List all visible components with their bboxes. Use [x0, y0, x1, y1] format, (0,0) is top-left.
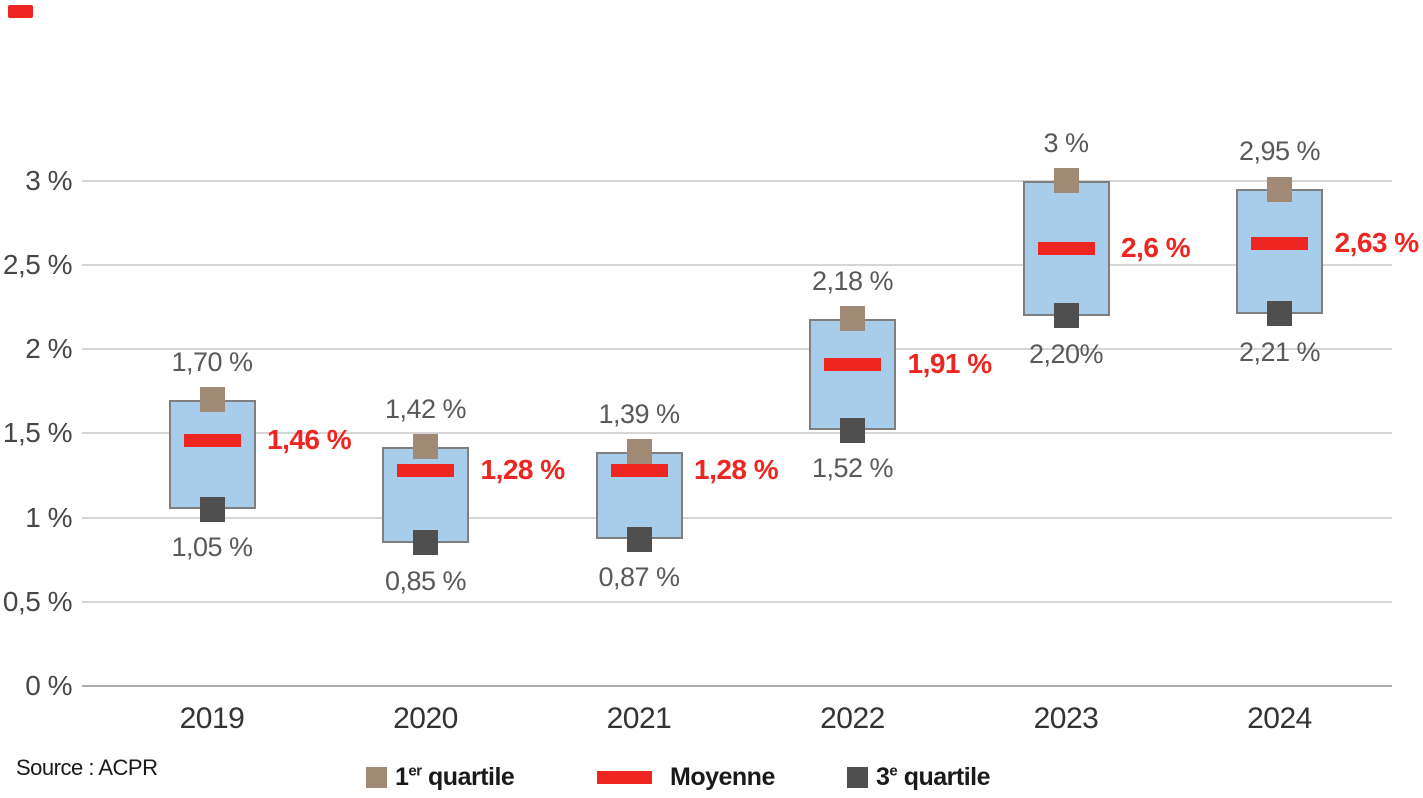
first-quartile-marker — [199, 387, 225, 413]
gridline — [82, 264, 1392, 266]
quartile-box — [809, 318, 896, 431]
mean-dash — [610, 463, 668, 477]
legend-item-first-quartile: 1er quartile — [366, 762, 515, 792]
mean-dash — [1251, 236, 1308, 250]
gridline — [82, 432, 1392, 435]
first-quartile-marker — [413, 434, 438, 460]
quartile-box — [1236, 189, 1323, 314]
first-quartile-label: 2,95 % — [1238, 136, 1321, 167]
first-quartile-marker — [840, 306, 865, 332]
mean-dash — [1037, 241, 1095, 255]
gridline — [82, 348, 1392, 351]
third-quartile-label: 1,52 % — [811, 453, 894, 484]
first-quartile-marker — [626, 439, 652, 465]
year-label: 2021 — [606, 702, 672, 735]
y-tick-label: 1 % — [25, 501, 72, 533]
mean-label: 1,91 % — [907, 348, 993, 380]
quartile-box — [168, 399, 256, 510]
third-quartile-label: 1,05 % — [171, 532, 253, 563]
year-label: 2024 — [1247, 702, 1312, 735]
legend-item-mean: Moyenne — [597, 763, 775, 792]
mean-swatch-icon — [597, 771, 652, 784]
mean-label: 2,6 % — [1121, 232, 1191, 264]
third-quartile-label: 0,87 % — [598, 562, 680, 593]
x-axis-line — [82, 685, 1392, 687]
third-quartile-label: 2,21 % — [1238, 336, 1321, 367]
y-tick-label: 2 % — [25, 333, 72, 365]
y-tick-label: 0 % — [25, 670, 72, 701]
year-label: 2023 — [1033, 702, 1099, 735]
third-quartile-marker — [626, 526, 652, 552]
third-quartile-marker — [1053, 303, 1079, 329]
legend-label-mean: Moyenne — [670, 763, 775, 791]
year-label: 2019 — [179, 702, 245, 735]
source-text: Source : ACPR — [16, 755, 158, 780]
third-quartile-label: 0,85 % — [384, 565, 467, 596]
quartile-box — [382, 446, 469, 543]
mean-dash — [183, 433, 241, 447]
mean-label: 2,63 % — [1334, 227, 1420, 259]
mean-label: 1,28 % — [480, 454, 566, 486]
first-quartile-label: 1,70 % — [171, 346, 253, 377]
mean-label: 1,46 % — [267, 424, 352, 456]
legend-item-third-quartile: 3e quartile — [847, 763, 990, 792]
y-tick-label: 2,5 % — [2, 249, 73, 280]
first-quartile-swatch-icon — [366, 767, 387, 788]
first-quartile-marker — [1267, 176, 1292, 202]
gridline — [82, 516, 1392, 519]
mean-dash — [824, 357, 881, 371]
third-quartile-marker — [840, 417, 865, 443]
third-quartile-marker — [199, 496, 225, 522]
third-quartile-swatch-icon — [847, 767, 868, 788]
first-quartile-label: 3 % — [1043, 127, 1089, 158]
third-quartile-label: 2,20% — [1028, 338, 1104, 369]
first-quartile-label: 1,39 % — [598, 398, 680, 429]
gridline — [82, 600, 1392, 603]
year-label: 2020 — [393, 702, 458, 735]
year-label: 2022 — [820, 702, 885, 735]
third-quartile-marker — [1267, 301, 1292, 327]
first-quartile-label: 1,42 % — [384, 393, 467, 424]
mean-label: 1,28 % — [694, 454, 779, 486]
first-quartile-marker — [1053, 168, 1079, 194]
y-tick-label: 0,5 % — [2, 585, 73, 617]
first-quartile-label: 2,18 % — [811, 265, 894, 296]
legend-label-first-quartile: 1er quartile — [395, 762, 515, 791]
legend-label-third-quartile: 3e quartile — [876, 762, 990, 791]
y-tick-label: 3 % — [25, 164, 72, 196]
legend: 1er quartile Moyenne 3e quartile — [0, 760, 1423, 792]
third-quartile-marker — [413, 530, 438, 556]
brand-corner-mark — [8, 5, 33, 18]
mean-dash — [397, 463, 454, 477]
y-tick-label: 1,5 % — [2, 417, 73, 449]
gridline — [82, 179, 1392, 182]
